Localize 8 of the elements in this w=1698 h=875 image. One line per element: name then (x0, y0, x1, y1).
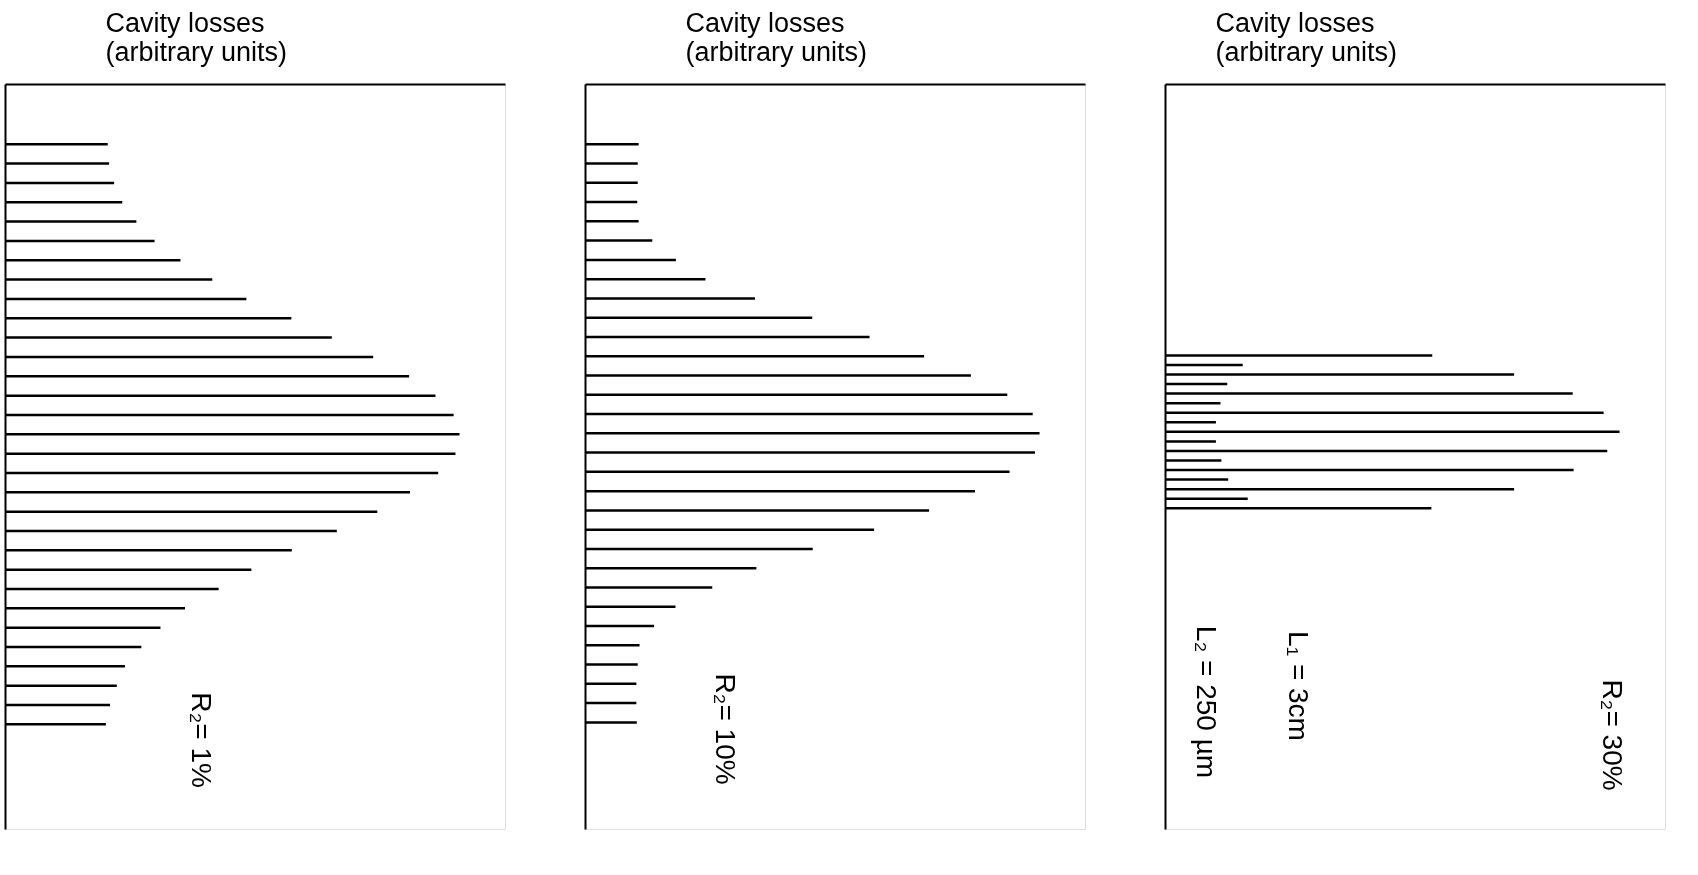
x-axis-title: Cavity losses (arbitrary units) (105, 7, 288, 67)
x-axis-title: Cavity losses (arbitrary units) (1215, 7, 1398, 67)
text: L₁ = 3cm (1283, 631, 1314, 741)
text: R₂= 30% (1597, 679, 1628, 791)
x-axis-title: Cavity losses (arbitrary units) (685, 7, 868, 67)
annotation: R₂= 10% (710, 673, 741, 785)
annotation: R₂= 1% (186, 692, 217, 788)
text: L₂ = 250 µm (1191, 625, 1222, 779)
